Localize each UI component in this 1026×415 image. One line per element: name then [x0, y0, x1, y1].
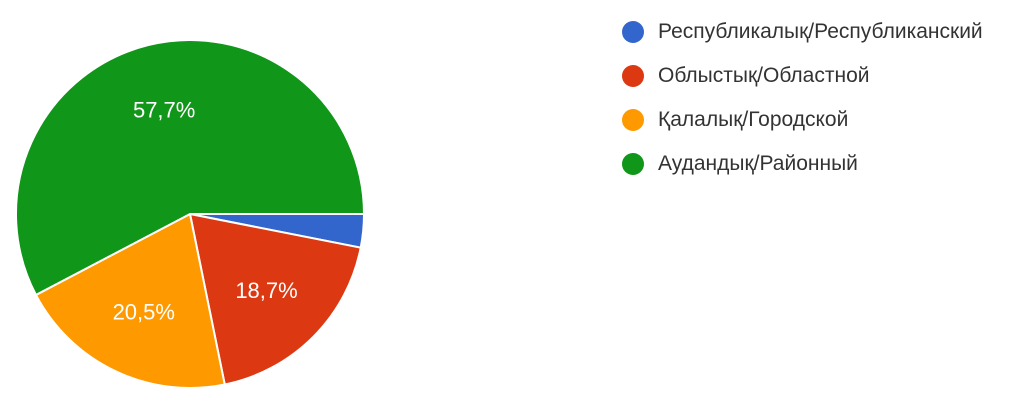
pie-slice-district[interactable]: [15, 39, 366, 297]
pie-label-city: 20,5%: [113, 299, 175, 324]
legend-swatch-regional: [622, 65, 644, 87]
legend-item-republican[interactable]: Республикалық/Республиканский: [622, 10, 983, 54]
legend-item-regional[interactable]: Облыстық/Областной: [622, 54, 983, 98]
pie-slice-regional[interactable]: [188, 212, 362, 386]
legend-item-city[interactable]: Қалалық/Городской: [622, 98, 983, 142]
legend-item-district[interactable]: Аудандық/Районный: [622, 142, 983, 186]
legend-swatch-city: [622, 109, 644, 131]
legend-swatch-district: [622, 153, 644, 175]
legend-label-city: Қалалық/Городской: [658, 108, 849, 131]
legend-swatch-republican: [622, 21, 644, 43]
legend-label-district: Аудандық/Районный: [658, 152, 858, 175]
legend-label-regional: Облыстық/Областной: [658, 64, 870, 87]
pie-label-regional: 18,7%: [235, 278, 297, 303]
pie-label-district: 57,7%: [133, 97, 195, 122]
legend: Республикалық/Республиканский Облыстық/О…: [622, 10, 983, 186]
pie-slice-city[interactable]: [34, 212, 226, 389]
legend-label-republican: Республикалық/Республиканский: [658, 20, 983, 43]
